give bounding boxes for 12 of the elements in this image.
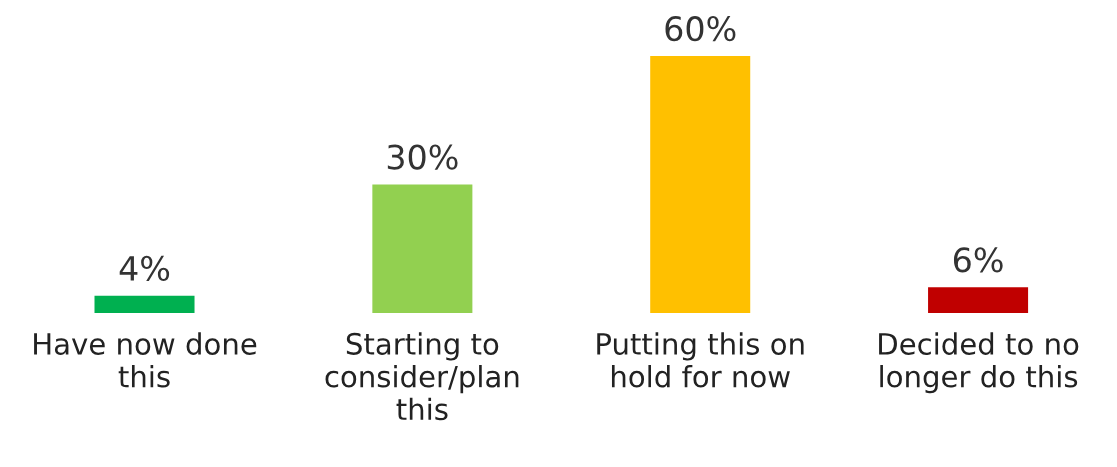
bar bbox=[94, 295, 195, 313]
data-label: 4% bbox=[119, 255, 170, 281]
bar bbox=[928, 287, 1029, 313]
x-tick-label: Putting this on hold for now bbox=[597, 332, 804, 388]
data-label: 60% bbox=[665, 16, 736, 42]
x-tick-label: Starting to consider/plan this bbox=[325, 332, 519, 421]
x-tick-label: Decided to no longer do this bbox=[879, 332, 1079, 394]
x-tick-label: Have now done this bbox=[34, 332, 257, 388]
bar bbox=[650, 56, 751, 313]
data-label: 30% bbox=[387, 144, 458, 170]
bar bbox=[372, 184, 473, 313]
data-label: 6% bbox=[953, 247, 1003, 273]
